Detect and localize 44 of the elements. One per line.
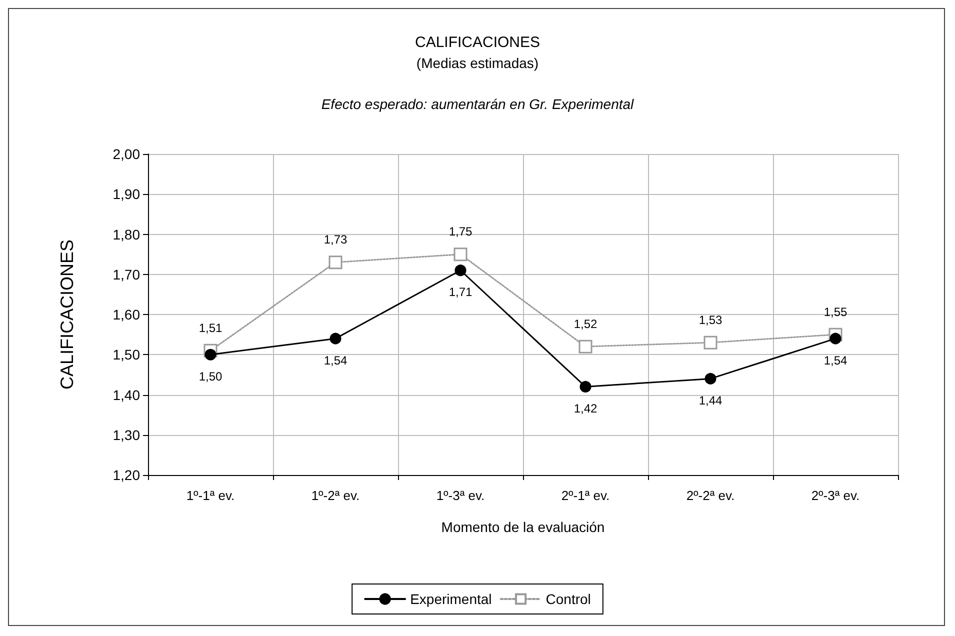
legend-label: Control (546, 591, 591, 607)
y-tick-label: 1,50 (112, 346, 140, 363)
y-tick-label: 1,40 (112, 386, 140, 403)
point (328, 256, 342, 270)
x-tick-label: 2º-3ª ev. (811, 488, 860, 503)
data-label: 1,53 (698, 312, 722, 327)
y-tick-label: 1,80 (112, 226, 140, 242)
point (704, 336, 718, 350)
y-tick-label: 1,20 (112, 467, 140, 483)
x-tick-label: 1º-3ª ev. (436, 488, 485, 503)
y-tick-label: 1,30 (112, 426, 140, 443)
text: Efecto esperado: aumentarán en Gr. Experimental (321, 96, 635, 112)
chart-title: CALIFICACIONES (414, 34, 540, 51)
point (454, 248, 468, 262)
data-label: 1,54 (324, 353, 348, 368)
y-tick-label: 1,90 (112, 186, 140, 202)
data-label: 1,42 (574, 401, 598, 416)
point (454, 264, 466, 276)
data-label: 1,51 (198, 320, 222, 335)
data-label: 1,44 (698, 393, 722, 408)
data-label: 1,52 (574, 316, 598, 331)
chart-subtitle: (Medias estimadas) (416, 55, 539, 71)
data-label: 1,75 (448, 224, 472, 239)
x-tick-label: 1º-1ª ev. (186, 488, 235, 503)
data-label: 1,55 (824, 304, 848, 319)
data-label: 1,50 (198, 369, 222, 384)
x-tick-label: 2º-1ª ev. (561, 488, 610, 503)
y-tick-label: 1,70 (112, 266, 140, 282)
point (330, 332, 342, 344)
data-label: 1,73 (324, 232, 348, 247)
point (204, 348, 216, 360)
point (830, 332, 842, 344)
x-tick-label: 2º-2ª ev. (686, 488, 735, 503)
legend-label: Experimental (410, 591, 492, 607)
y-tick-label: 1,60 (112, 306, 140, 322)
y-tick-label: 2,00 (112, 146, 140, 162)
point (580, 380, 592, 392)
x-axis-title: Momento de la evaluación (441, 519, 605, 535)
data-label: 1,54 (824, 353, 848, 368)
point (704, 372, 716, 384)
data-label: 1,71 (448, 285, 472, 300)
x-tick-label: 1º-2ª ev. (311, 488, 360, 503)
y-axis-title: CALIFICACIONES (57, 239, 77, 390)
point (578, 340, 592, 354)
